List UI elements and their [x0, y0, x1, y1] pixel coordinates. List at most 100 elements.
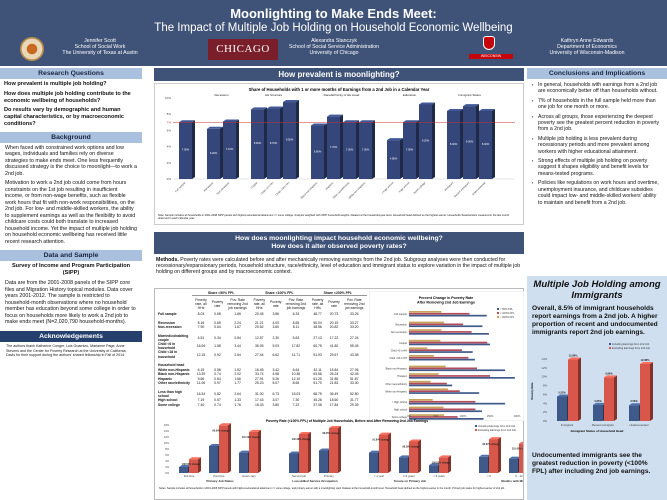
- row-label: Other race/ethnicity: [158, 380, 190, 385]
- row-label: Less than high school: [158, 389, 182, 398]
- prevalence-bar: [479, 108, 495, 179]
- immigrant-poverty-bar-front: [604, 377, 614, 421]
- category-label: Some college: [392, 416, 408, 419]
- x-tick-label: < High school: [380, 181, 394, 195]
- prevalence-bar: [463, 104, 479, 179]
- table-cell: 17.82: [291, 344, 301, 349]
- poverty-bar-top: [319, 448, 331, 451]
- author-1: Jennifer Scott School of Social Work The…: [50, 38, 150, 57]
- table-cell: 68.75: [313, 391, 322, 396]
- percent-change-bar: [409, 400, 476, 403]
- conclusion-item: Across all groups, those experiencing th…: [527, 113, 667, 135]
- table-cell: 1.52: [234, 367, 241, 372]
- x-tick-label: < 6: [487, 474, 491, 478]
- poverty-bar-side: [498, 437, 501, 473]
- poverty-bar-front: [429, 465, 438, 473]
- table-row: Black non-Hispanic 13.39 0.74 2.02 33.74 4.98…: [157, 372, 367, 376]
- table-cell: 16.06: [196, 344, 206, 349]
- table-cell: 6.33: [292, 311, 300, 316]
- chart-title: After Removing 2nd Job Earnings: [417, 301, 475, 305]
- category-label: Black non-Hispanic: [386, 368, 408, 371]
- table-row: White non-Hispanic 6.15 0.58 1.52 16.45 3.42 6…: [157, 368, 367, 372]
- poverty-bar-top: [369, 450, 381, 453]
- prevalence-bar-side: [220, 126, 223, 179]
- percent-change-bar: [409, 399, 433, 401]
- table-cell: 2.02: [234, 372, 241, 377]
- prevalence-bar: [283, 100, 299, 179]
- y-tick-label: 16%: [164, 423, 170, 427]
- table-cell: 33.20: [350, 324, 359, 329]
- y-tick-label: 10%: [164, 441, 170, 445]
- percent-change-bar: [409, 325, 483, 328]
- percent-change-bar: [409, 358, 475, 361]
- poverty-bar-top: [479, 454, 491, 457]
- x-tick-label: Immigrant: [443, 181, 454, 192]
- prevalence-bar-side: [324, 123, 327, 179]
- table-cell: 17.22: [329, 335, 339, 340]
- table-cell: 2.24: [234, 320, 241, 325]
- table-cell: 52.80: [350, 391, 359, 396]
- percent-change-bar: [409, 392, 480, 394]
- poverty-bar: [189, 457, 201, 473]
- y-tick-label: 6%: [167, 128, 172, 132]
- table-cell: 11.71: [291, 352, 301, 357]
- table-column-header: Pov. Rate removing 2nd job earnings: [227, 297, 248, 311]
- percent-change-bar: [409, 312, 470, 315]
- poverty-bar-front: [289, 453, 298, 473]
- table-cell: 42.11: [313, 367, 322, 372]
- poverty-bar-top: [209, 444, 221, 446]
- percent-change-label: 98.28% change: [402, 446, 420, 449]
- poverty-bar: [219, 423, 231, 473]
- immigrants-summary: Overall, 8.5% of immigrant households re…: [532, 305, 658, 336]
- percent-change-bar: [409, 410, 482, 413]
- table-cell: 0.65: [214, 320, 221, 325]
- prevalence-bar: [207, 126, 223, 179]
- poverty-bar-front: [299, 434, 308, 473]
- prevalence-bar-top: [359, 120, 375, 123]
- y-tick-label: 10%: [165, 96, 171, 100]
- bar-value-label: 5.53%: [558, 391, 566, 395]
- x-tick-label: > 5 years: [433, 474, 445, 478]
- poverty-bar-top: [219, 423, 231, 426]
- prevalence-bar-side: [264, 107, 267, 179]
- y-tick-label: 12%: [541, 366, 547, 370]
- row-label: Recession: [158, 320, 175, 325]
- group-label: Low-skilled Service Occupation: [292, 479, 337, 483]
- poverty-bar: [329, 426, 341, 473]
- research-question: How does multiple job holding contribute…: [4, 90, 131, 104]
- table-cell: 33.74: [255, 372, 264, 377]
- research-question: How prevalent is multiple job holding?: [4, 81, 107, 87]
- prevalence-bar: [419, 102, 435, 179]
- prevalence-bar-top: [207, 126, 223, 129]
- authors-row: Jennifer Scott School of Social Work The…: [0, 36, 667, 64]
- percent-change-bar: [409, 380, 431, 383]
- y-tick-label: 8%: [165, 447, 169, 451]
- group-label: Primary Job Status: [206, 479, 234, 483]
- bar-value-label: 9.50%: [286, 138, 294, 142]
- y-tick-label: 6%: [165, 453, 169, 457]
- table-cell: 6.64: [292, 367, 300, 372]
- data-sample-heading: Data and Sample: [0, 250, 142, 262]
- table-row: Recession 8.16 0.65 2.24 21.21 4.00 8.65 50.04 2…: [157, 320, 367, 325]
- immigrant-poverty-bar-side: [614, 375, 617, 421]
- group-label: Race/Ethnicity of HH Head: [324, 93, 360, 97]
- bar-value-label: 7.00%: [362, 148, 370, 152]
- category-label: < High school: [392, 401, 408, 404]
- x-tick-label: < 1 year: [374, 474, 384, 478]
- prevalence-bar-side: [356, 120, 359, 179]
- prevalence-bar-side: [416, 120, 419, 179]
- prevalence-bar: [223, 119, 239, 179]
- table-cell: 33.30: [350, 380, 359, 385]
- right-column: Conclusions and Implications In general,…: [527, 68, 667, 500]
- table-cell: 16.34: [196, 391, 206, 396]
- legend-swatch: [609, 347, 611, 349]
- table-column-header: Poverty rate: [270, 299, 282, 308]
- prevalence-bar-top: [403, 120, 419, 123]
- bar-value-label: 3.56%: [630, 399, 638, 403]
- poverty-bar-front: [399, 457, 408, 473]
- table-cell: 20.82: [329, 324, 339, 329]
- prevalence-bar-front: [419, 104, 432, 179]
- percent-change-bar: [409, 406, 444, 409]
- prevalence-bar-side: [340, 114, 343, 179]
- y-tick-label: 4%: [165, 459, 169, 463]
